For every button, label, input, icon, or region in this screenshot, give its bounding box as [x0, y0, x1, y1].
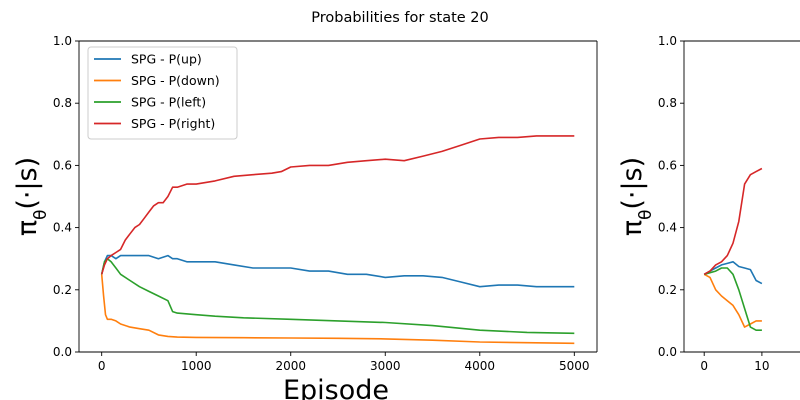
y-tick-label: 0.6 — [658, 158, 677, 172]
series-line-2 — [703, 273, 762, 328]
legend-entry: SPG - P(right) — [131, 116, 215, 131]
x-tick-label: 3000 — [370, 359, 401, 373]
y-tick-label: 0.4 — [658, 221, 677, 235]
y-axis-label: πθ(·|s) — [617, 157, 655, 236]
series-line-3 — [703, 267, 762, 332]
legend-entry: SPG - P(down) — [131, 73, 220, 88]
x-tick-label: 1000 — [181, 359, 212, 373]
y-tick-label: 1.0 — [658, 34, 677, 48]
x-tick-label: 4000 — [465, 359, 496, 373]
series-line-1 — [100, 254, 575, 288]
y-tick-label: 0.8 — [53, 96, 72, 110]
y-tick-label: 1.0 — [53, 34, 72, 48]
figure-suptitle: Probabilities for state 20 — [311, 10, 489, 26]
y-tick-label: 0.4 — [53, 221, 72, 235]
y-tick-label: 0.2 — [53, 283, 72, 297]
x-tick-label: 5000 — [559, 359, 590, 373]
series-line-3 — [100, 257, 575, 335]
y-tick-label: 0.2 — [658, 283, 677, 297]
x-tick-label: 2000 — [275, 359, 306, 373]
y-tick-label: 0.0 — [658, 345, 677, 359]
series-line-2 — [100, 274, 575, 345]
legend: SPG - P(up) SPG - P(down) SPG - P(left) SPG… — [87, 46, 238, 140]
y-tick-label: 0.8 — [658, 96, 677, 110]
plot-area — [100, 135, 575, 345]
plot-area — [703, 167, 763, 332]
chart-2: 0.0 0.2 0.4 0.6 0.8 1.0 0 10 πθ(·|s) — [617, 34, 800, 373]
x-tick-label: 0 — [98, 359, 106, 373]
x-tick-label: 0 — [700, 359, 708, 373]
chart-1: 0.0 0.2 0.4 0.6 0.8 1.0 0 1000 2000 3000 4000 5000 π… — [12, 34, 598, 400]
legend-box — [87, 46, 238, 140]
series-line-1 — [703, 260, 763, 285]
y-axis-label: πθ(·|s) — [12, 157, 50, 236]
series-line-4 — [100, 135, 575, 275]
x-tick-label: 10 — [754, 359, 769, 373]
y-tick-label: 0.0 — [53, 345, 72, 359]
y-tick-label: 0.6 — [53, 158, 72, 172]
x-axis-label: Episode — [283, 375, 389, 400]
legend-entry: SPG - P(up) — [131, 52, 202, 67]
series-line-4 — [703, 167, 763, 276]
legend-entry: SPG - P(left) — [131, 95, 206, 110]
